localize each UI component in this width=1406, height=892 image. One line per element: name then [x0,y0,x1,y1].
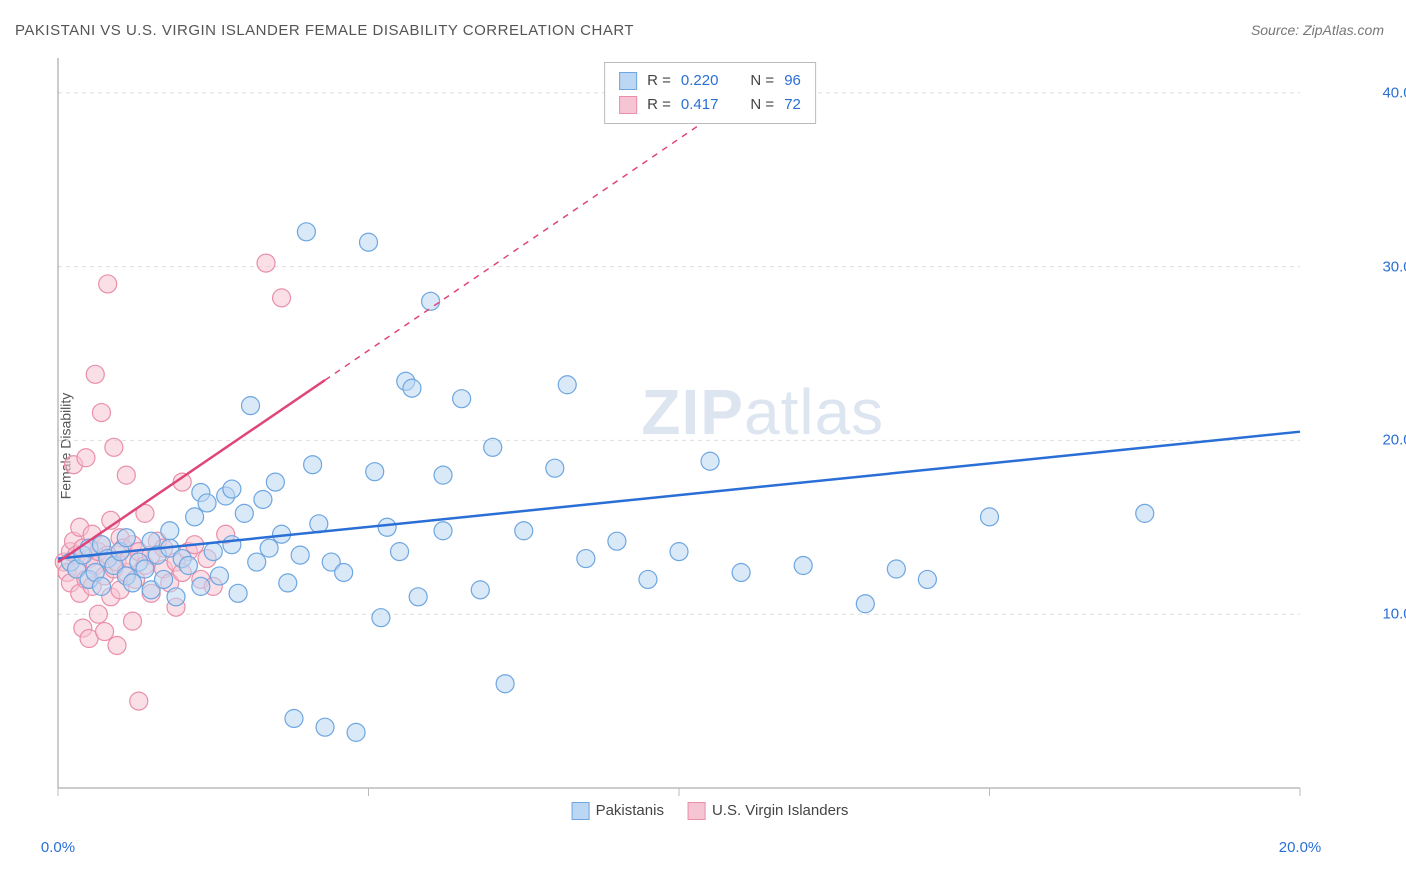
stats-n-label-1: N = [750,69,774,93]
stats-swatch-2 [619,96,637,114]
chart-title: PAKISTANI VS U.S. VIRGIN ISLANDER FEMALE… [15,22,634,39]
plot-area: ZIPatlas R = 0.220 N = 96 R = 0.417 N = … [50,58,1370,828]
stats-r-value-1: 0.220 [681,69,719,93]
stats-n-value-1: 96 [784,69,801,93]
stats-r-label-1: R = [647,69,671,93]
stats-swatch-1 [619,72,637,90]
legend-item-1: Pakistanis [572,802,664,820]
plot-svg [50,58,1370,828]
stats-row-2: R = 0.417 N = 72 [619,93,801,117]
legend-label-2: U.S. Virgin Islanders [712,802,848,819]
y-tick-label: 10.0% [1382,606,1406,623]
series-legend: Pakistanis U.S. Virgin Islanders [572,802,849,820]
legend-swatch-2 [688,802,706,820]
legend-item-2: U.S. Virgin Islanders [688,802,848,820]
y-tick-label: 20.0% [1382,432,1406,449]
legend-swatch-1 [572,802,590,820]
stats-legend: R = 0.220 N = 96 R = 0.417 N = 72 [604,62,816,124]
chart-source: Source: ZipAtlas.com [1251,22,1384,38]
stats-r-value-2: 0.417 [681,93,719,117]
x-tick-label: 0.0% [41,839,75,856]
stats-r-label-2: R = [647,93,671,117]
chart-container: PAKISTANI VS U.S. VIRGIN ISLANDER FEMALE… [0,0,1406,892]
x-tick-label: 20.0% [1279,839,1322,856]
stats-row-1: R = 0.220 N = 96 [619,69,801,93]
legend-label-1: Pakistanis [596,802,664,819]
y-tick-label: 30.0% [1382,258,1406,275]
y-tick-label: 40.0% [1382,84,1406,101]
stats-n-label-2: N = [750,93,774,117]
stats-n-value-2: 72 [784,93,801,117]
